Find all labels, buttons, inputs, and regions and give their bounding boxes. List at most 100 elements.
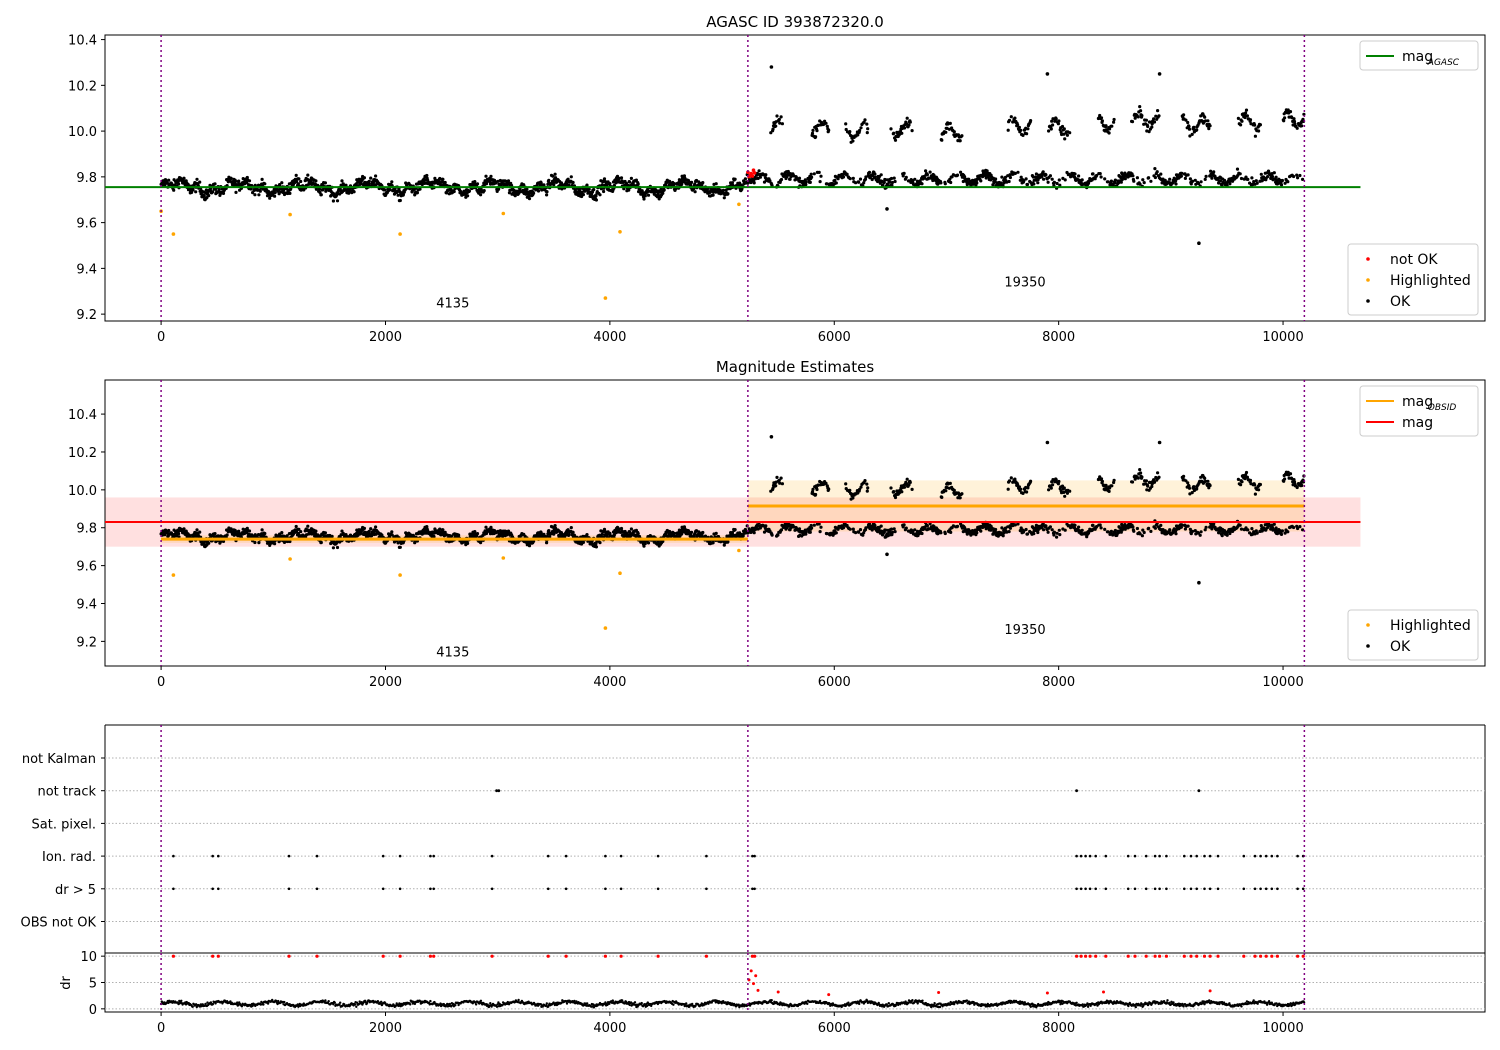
ok-point [1142,181,1146,185]
ok-point [827,487,831,491]
ok-point [994,177,998,181]
ok-point [1029,479,1033,483]
ok-point [862,181,866,185]
ok-point [367,529,371,534]
ok-point [479,193,483,197]
ok-point [1139,471,1143,475]
not-ok-point [746,170,750,174]
ok-point [374,525,378,529]
ok-point [902,126,907,130]
ok-point [438,527,442,531]
ok-point [553,172,557,176]
agasc-legend-bottom-swatch-dot [1366,257,1370,261]
ok-point [711,190,716,194]
ok-point [1186,120,1190,125]
ok-point [928,170,932,174]
ok-point [527,194,531,198]
ok-point [701,530,705,535]
ok-point [498,178,502,183]
ok-point [861,533,865,537]
ok-point [975,531,979,535]
ok-point [432,535,436,539]
ok-point [925,524,930,528]
ok-point [1258,123,1262,127]
agasc-legend-top-box [1359,40,1479,71]
ok-point [768,179,772,183]
ok-point [1192,125,1196,129]
ok-point [873,172,877,176]
ok-point [910,487,914,491]
ok-point [1057,178,1061,182]
ok-point [357,528,361,532]
ok-point [296,182,300,186]
ok-point [569,175,573,179]
ok-point [939,531,943,535]
ok-point [198,530,202,534]
ok-point [234,529,238,534]
dr-gt-5-flag [287,887,291,891]
ok-point [547,178,551,182]
ok-point [542,183,546,187]
ok-point [1077,525,1081,529]
ok-point [594,545,599,549]
ok-point [1055,181,1059,186]
ok-point [1250,527,1254,531]
ok-point [890,180,895,185]
ok-point [1149,179,1153,183]
ok-point [1036,181,1040,185]
ok-point [1098,113,1102,118]
ok-point [207,194,211,198]
ok-point [1248,478,1253,482]
ok-point [910,129,914,133]
ok-point [643,194,647,198]
ok-point [1047,488,1051,492]
agasc-legend-bottom-swatch-dot [1366,278,1370,282]
ok-point [1142,530,1146,535]
ok-point [1204,479,1208,483]
ok-point [959,170,963,174]
ok-point [527,544,532,548]
dr-gt-5-flag [751,887,754,891]
ok-point [273,194,277,198]
ok-point [808,530,812,534]
ok-point [1016,170,1020,174]
ok-point [975,177,979,181]
ok-point [845,172,849,176]
ok-point [1180,171,1184,175]
ok-point [628,530,632,534]
ok-point [1239,483,1243,487]
estimates-legend-top-label: mag [1402,394,1433,410]
estimates-legend-bottom-label: Highlighted [1390,618,1471,634]
ok-point [1203,115,1207,119]
ok-point [638,187,642,191]
ok-point [306,524,310,528]
ok-point [282,188,286,193]
ok-point [690,180,694,184]
ok-point [1110,484,1114,488]
ok-point [808,180,812,184]
ion-rad-flag [172,854,175,858]
ok-point [344,183,348,187]
ok-point [1292,119,1297,124]
ok-point [1156,109,1160,113]
ok-point [545,190,549,194]
ok-point [659,187,663,191]
ok-point [1198,533,1202,537]
ok-point [1183,527,1187,531]
ok-point [690,530,694,534]
ok-point [851,139,855,143]
ok-point [865,131,869,135]
ion-rad-flag [564,854,568,858]
ok-point [369,527,373,531]
ok-point [1199,530,1203,534]
ok-point [856,133,860,137]
ok-point [1013,477,1017,481]
ok-point [1080,528,1084,532]
ok-point [854,531,858,535]
ok-point [1138,532,1142,536]
highlighted-point [603,626,608,630]
ok-point [1141,178,1145,182]
highlighted-point [618,571,622,575]
ok-point [475,532,480,536]
ok-point [1013,116,1017,120]
